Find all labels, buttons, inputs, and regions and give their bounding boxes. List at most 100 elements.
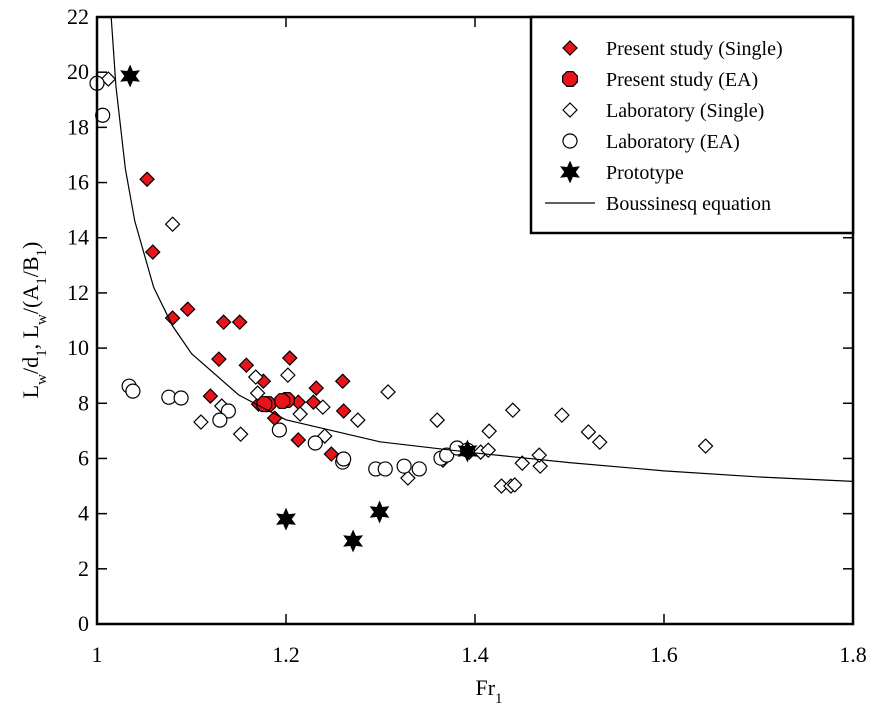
diamond-marker (100, 71, 117, 87)
x-tick-label: 1.8 (839, 642, 867, 667)
diamond-marker (429, 412, 446, 428)
diamond-marker (179, 301, 196, 318)
diamond-marker (193, 414, 209, 430)
diamond-marker (144, 244, 161, 260)
diamond-marker (281, 350, 298, 366)
diamond-marker (481, 423, 498, 439)
x-tick-label: 1.2 (272, 642, 300, 667)
circle-marker (562, 133, 578, 149)
label-part: , L (18, 325, 43, 349)
diamond-marker (290, 432, 307, 448)
circle-marker (396, 458, 412, 474)
y-tick-label: 8 (78, 390, 89, 415)
star-marker (120, 64, 141, 88)
subscript: 1 (34, 349, 50, 357)
plot-frame (95, 15, 855, 626)
y-tick-label: 16 (67, 170, 89, 195)
circle-marker (212, 412, 228, 428)
diamond-marker (400, 470, 416, 486)
diamond-marker (554, 407, 570, 423)
label-part: L (18, 385, 43, 398)
diamond-marker (380, 384, 396, 400)
curve (110, 17, 853, 482)
subscript: 1 (495, 691, 503, 706)
legend-label: Present study (Single) (606, 38, 783, 60)
diamond-marker (504, 402, 521, 419)
y-tick-label: 18 (67, 114, 89, 139)
diamond-marker (506, 477, 523, 493)
diamond-marker (232, 426, 249, 443)
y-tick-label: 22 (67, 4, 89, 29)
diamond-marker (562, 40, 578, 56)
star-marker (560, 160, 580, 184)
label-part: /(A (18, 285, 43, 314)
diamond-marker (580, 424, 597, 440)
circle-marker (271, 422, 287, 438)
label-part: /d (18, 357, 43, 374)
diamond-marker (514, 455, 531, 471)
diamond-marker (697, 438, 714, 454)
y-tick-label: 6 (78, 445, 89, 470)
circle-marker (95, 107, 111, 123)
y-tick-label: 4 (78, 501, 89, 526)
label-part: /B (18, 256, 43, 277)
octagon-marker (562, 71, 578, 87)
diamond-marker (164, 310, 181, 326)
circle-marker (377, 461, 393, 477)
star-marker (276, 507, 296, 531)
legend-label: Laboratory (Single) (606, 100, 764, 122)
legend-box (529, 15, 855, 235)
y-tick-label: 0 (78, 611, 89, 636)
diamond-marker (323, 446, 340, 462)
diamond-marker (308, 380, 325, 396)
diamond-marker (562, 102, 578, 118)
subscript: w (34, 374, 50, 385)
circle-marker (439, 447, 455, 463)
diamond-marker (334, 373, 351, 390)
diamond-marker (139, 171, 155, 188)
circle-marker (307, 435, 323, 451)
subscript: 1 (34, 249, 50, 257)
diamond-marker (164, 216, 181, 233)
diamond-marker (591, 434, 608, 451)
legend-label: Prototype (606, 162, 684, 184)
subscript: w (34, 314, 50, 325)
diamond-marker (247, 369, 264, 385)
diamond-marker (280, 367, 296, 383)
x-axis-label: Fr1 (475, 675, 502, 706)
octagon-marker (256, 396, 273, 413)
label-part: ) (18, 242, 43, 249)
star-marker (369, 500, 390, 524)
diamond-marker (349, 412, 366, 428)
circle-marker (125, 383, 141, 399)
legend-label: Boussinesq equation (606, 193, 771, 215)
circle-marker (173, 390, 189, 406)
diamond-marker (231, 314, 248, 331)
y-tick-label: 10 (67, 335, 89, 360)
y-tick-label: 12 (67, 280, 89, 305)
label-part: Fr (475, 675, 495, 700)
diamond-marker (249, 385, 266, 401)
diamond-marker (215, 314, 232, 331)
octagon-marker (274, 393, 291, 410)
x-tick-label: 1.6 (650, 642, 678, 667)
star-marker (457, 439, 478, 463)
subscript: 1 (34, 277, 50, 285)
legend-label: Laboratory (EA) (606, 131, 740, 153)
diamond-marker (315, 399, 331, 415)
diamond-marker (202, 388, 219, 404)
circle-marker (411, 461, 427, 477)
diamond-marker (335, 403, 352, 419)
legend-label: Present study (EA) (606, 69, 758, 91)
diamond-marker (211, 351, 227, 367)
x-tick-label: 1 (92, 642, 103, 667)
diamond-marker (292, 406, 309, 422)
circle-marker (336, 451, 352, 467)
star-marker (343, 529, 364, 553)
y-axis-label: Lw/d1, Lw/(A1/B1) (18, 242, 50, 399)
y-tick-label: 14 (67, 225, 89, 250)
diamond-marker (532, 458, 549, 475)
diamond-marker (238, 357, 255, 374)
y-tick-label: 2 (78, 556, 89, 581)
